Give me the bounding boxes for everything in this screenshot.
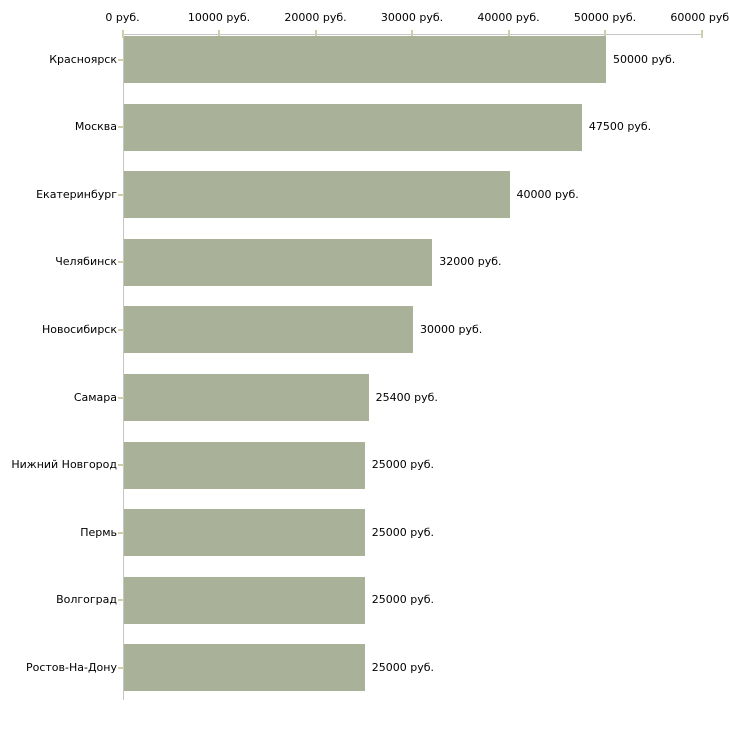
y-axis-tick-mark: [117, 599, 124, 602]
bar: [123, 36, 606, 83]
x-axis-tick-label: 50000 руб.: [573, 11, 637, 24]
y-axis-category-label: Самара: [73, 390, 117, 404]
y-axis-category-label: Москва: [74, 120, 117, 134]
y-axis-tick-mark: [117, 126, 124, 129]
x-axis-tick-mark: [700, 29, 703, 38]
y-axis-tick-mark: [117, 58, 124, 61]
x-axis-tick-label: 0 руб.: [105, 11, 140, 24]
x-axis-tick-mark: [411, 29, 413, 38]
y-axis-category-label: Ростов-На-Дону: [25, 660, 117, 674]
y-axis-tick-mark: [117, 396, 124, 399]
x-axis-tick-label: 40000 руб.: [477, 11, 540, 24]
y-axis-tick-mark: [117, 261, 124, 264]
bar: [123, 374, 369, 421]
x-axis-tick-mark: [218, 29, 220, 38]
bar-value-label: 25000 руб.: [371, 593, 435, 607]
bar-value-label: 25000 руб.: [371, 458, 435, 472]
x-axis-tick-label: 20000 руб.: [284, 11, 347, 24]
bar-value-label: 50000 руб.: [613, 52, 676, 66]
y-axis-category-label: Пермь: [80, 525, 117, 539]
y-axis-category-label: Красноярск: [49, 52, 117, 66]
y-axis-tick-mark: [117, 193, 124, 196]
x-axis-tick-label: 60000 руб.: [670, 11, 730, 24]
y-axis-tick-mark: [117, 328, 124, 331]
y-axis-category-label: Волгоград: [56, 593, 117, 607]
x-axis-tick-mark: [121, 29, 124, 38]
x-axis-tick-mark: [314, 29, 317, 38]
bar: [123, 644, 365, 692]
bar: [123, 576, 365, 624]
bar-value-label: 47500 руб.: [588, 120, 652, 134]
bar-value-label: 25000 руб.: [371, 525, 435, 539]
bar: [123, 306, 413, 354]
y-axis-category-label: Челябинск: [55, 255, 117, 269]
bar-value-label: 30000 руб.: [420, 322, 483, 336]
y-axis-tick-mark: [117, 531, 124, 534]
x-axis-tick-mark: [604, 29, 606, 38]
x-axis-tick-label: 10000 руб.: [187, 11, 251, 24]
y-axis-category-label: Нижний Новгород: [11, 458, 117, 472]
y-axis-tick-mark: [117, 666, 124, 669]
y-axis-line: [122, 33, 124, 700]
bar-value-label: 32000 руб.: [439, 255, 502, 269]
bar-value-label: 25000 руб.: [371, 660, 435, 674]
bar: [123, 103, 582, 151]
bar-value-label: 40000 руб.: [516, 187, 579, 201]
bar: [123, 441, 365, 489]
y-axis-category-label: Новосибирск: [41, 322, 117, 336]
x-axis-tick-label: 30000 руб.: [380, 11, 444, 24]
x-axis-tick-mark: [507, 29, 510, 38]
y-axis-tick-mark: [117, 464, 124, 467]
bar: [123, 171, 510, 219]
y-axis-category-label: Екатеринбург: [36, 187, 117, 201]
bar: [123, 238, 433, 286]
bar: [123, 509, 365, 557]
bar-value-label: 25400 руб.: [375, 390, 438, 404]
